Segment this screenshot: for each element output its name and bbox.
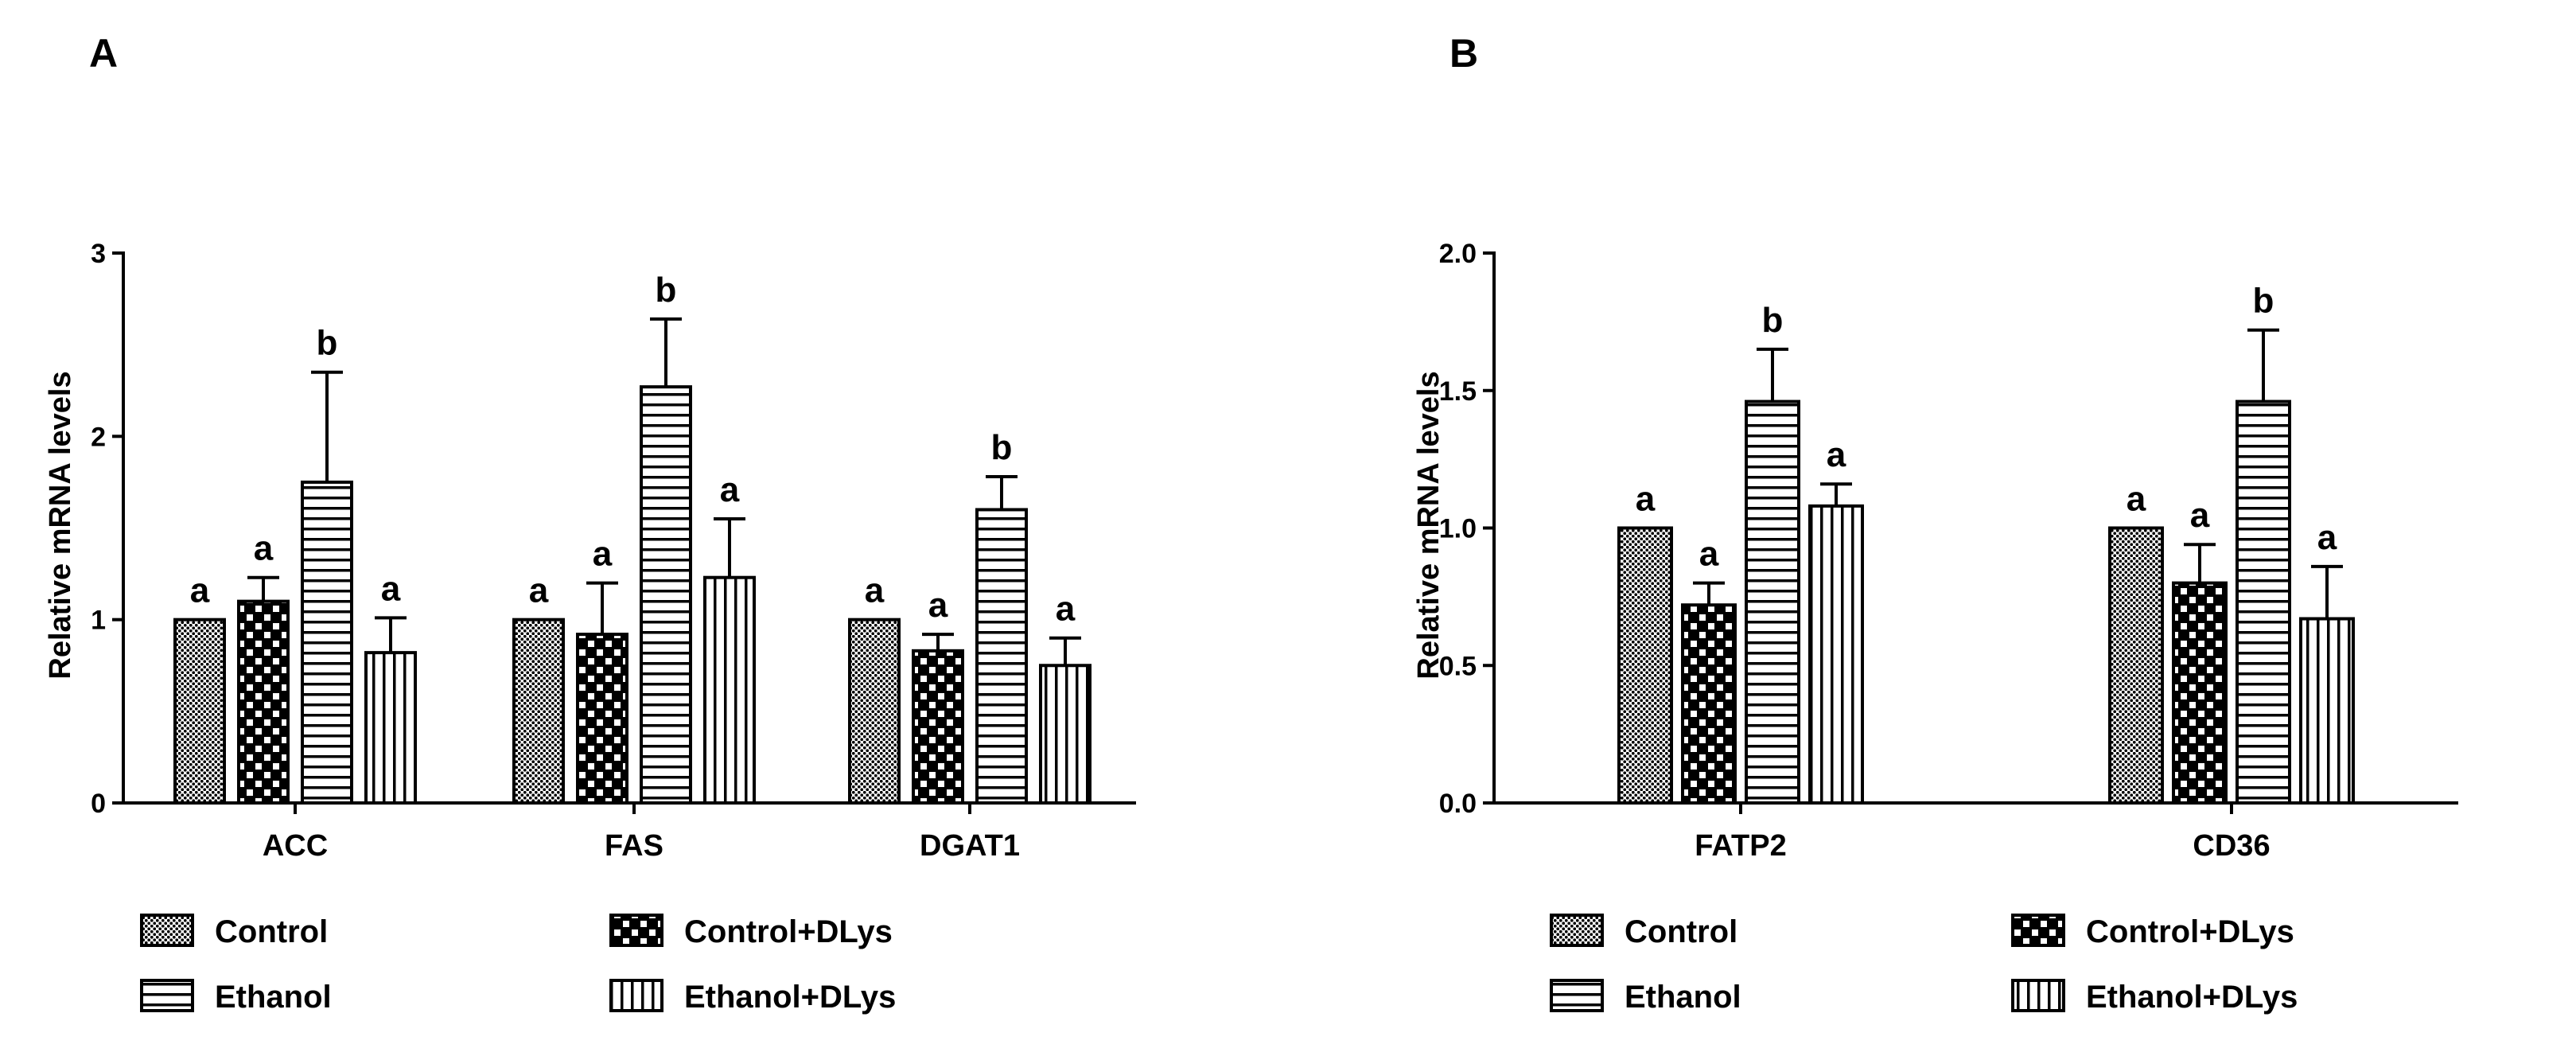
panel-a-legend-swatch — [140, 979, 194, 1012]
panel-a: A Relative mRNA levels 0 1 2 3 ACC FAS DGAT1 a… — [44, 31, 1136, 1015]
panel-b-bars: a a b a a a b a — [1617, 282, 2355, 805]
panel-a-legend-label: Ethanol — [215, 980, 332, 1015]
panel-a-significance-label: b — [656, 271, 677, 310]
panel-a-y-axis-title: Relative mRNA levels — [44, 371, 77, 679]
panel-a-legend-item-control-plus-dlys: Control+DLys — [609, 914, 893, 949]
panel-a-y-tick-label: 3 — [91, 239, 106, 269]
panel-a-bar-acc-control-plus-dlys — [237, 599, 290, 805]
panel-b-bar-cd36-ethanol — [2236, 399, 2291, 805]
panel-a-y-tick-label: 1 — [91, 606, 106, 636]
panel-b-category-label: CD36 — [2193, 829, 2270, 863]
panel-b-legend-swatch — [2011, 914, 2065, 947]
panel-a-legend-label: Control — [215, 914, 328, 949]
panel-b-y-tick-label: 0.5 — [1439, 651, 1477, 681]
panel-b-bar-fatp2-ethanol-plus-dlys — [1808, 504, 1864, 805]
panel-a-bar-acc-control — [173, 618, 226, 805]
panel-b-legend-item-ethanol: Ethanol — [1550, 979, 1741, 1015]
panel-b-bar-fatp2-control-plus-dlys — [1681, 603, 1737, 805]
panel-a-legend: Control Control+DLys Ethanol Ethanol+DLys — [140, 914, 896, 1015]
panel-b-legend-swatch — [1550, 979, 1604, 1012]
panel-a-significance-label: a — [720, 470, 740, 509]
panel-b-legend-swatch — [1550, 914, 1604, 947]
panel-b-legend-label: Ethanol — [1625, 980, 1741, 1015]
panel-b-bar-cd36-control — [2108, 526, 2164, 805]
panel-a-legend-label: Control+DLys — [684, 914, 893, 949]
panel-b-y-tick-label: 0.0 — [1439, 789, 1477, 819]
panel-a-legend-swatch — [609, 979, 663, 1012]
panel-a-bar-fas-ethanol-plus-dlys — [703, 575, 756, 805]
panel-b-significance-label: a — [2127, 480, 2146, 519]
panel-b-bar-cd36-control-plus-dlys — [2172, 581, 2228, 805]
panel-b-legend-label: Control — [1625, 914, 1737, 949]
panel-a-significance-label: a — [254, 529, 274, 568]
panel-b-legend-item-ethanol-plus-dlys: Ethanol+DLys — [2011, 979, 2298, 1015]
panel-a-bar-dgat1-ethanol-plus-dlys — [1039, 664, 1091, 805]
panel-a-significance-label: a — [928, 586, 948, 625]
panel-a-bar-acc-ethanol — [301, 480, 353, 805]
panel-a-significance-label: a — [593, 535, 613, 574]
panel-a-significance-label: b — [317, 324, 338, 363]
panel-a-y-tick-label: 0 — [91, 789, 106, 819]
panel-b-significance-label: a — [1827, 435, 1846, 474]
panel-b-significance-label: a — [2317, 518, 2337, 557]
panel-b-legend: Control Control+DLys Ethanol Ethanol+DLys — [1550, 914, 2298, 1015]
panel-b-legend-swatch — [2011, 979, 2065, 1012]
panel-b-y-tick-label: 1.0 — [1439, 514, 1477, 544]
panel-b-bar-cd36-ethanol-plus-dlys — [2299, 617, 2355, 805]
panel-b-category-label: FATP2 — [1695, 829, 1786, 863]
panel-a-significance-label: a — [190, 571, 210, 610]
panel-a-category-label: ACC — [263, 829, 328, 863]
panel-a-bar-fas-ethanol — [640, 385, 692, 805]
panel-b-legend-label: Ethanol+DLys — [2086, 980, 2298, 1015]
panel-b-significance-label: a — [1699, 535, 1719, 574]
panel-a-bar-fas-control — [512, 618, 565, 805]
panel-a-category-label: FAS — [605, 829, 663, 863]
panel-a-significance-label: a — [865, 571, 885, 610]
panel-a-legend-item-ethanol: Ethanol — [140, 979, 332, 1015]
panel-b-y-tick-label: 1.5 — [1439, 376, 1477, 407]
panel-b: B Relative mRNA levels 0.0 0.5 1.0 1.5 2.0 FA… — [1412, 31, 2458, 1015]
panel-a-bar-acc-ethanol-plus-dlys — [364, 651, 417, 805]
panel-b-bar-fatp2-ethanol — [1745, 399, 1800, 805]
panel-a-label: A — [89, 31, 118, 76]
panel-a-bar-dgat1-ethanol — [975, 508, 1028, 805]
panel-b-significance-label: b — [2253, 282, 2274, 321]
panel-a-bars: a a b a a a b a a a b a — [173, 271, 1091, 805]
panel-a-legend-swatch — [609, 914, 663, 947]
panel-a-significance-label: a — [1056, 590, 1076, 629]
panel-b-y-tick-label: 2.0 — [1439, 239, 1477, 269]
panel-b-significance-label: a — [1636, 480, 1656, 519]
panel-a-axes: 0 1 2 3 ACC FAS DGAT1 — [91, 239, 1136, 863]
panel-a-significance-label: b — [991, 428, 1013, 467]
panel-b-label: B — [1449, 31, 1478, 76]
panel-a-bar-dgat1-control-plus-dlys — [912, 649, 964, 805]
panel-a-bar-fas-control-plus-dlys — [576, 633, 628, 805]
panel-b-y-axis-title: Relative mRNA levels — [1412, 371, 1446, 679]
panel-a-legend-label: Ethanol+DLys — [684, 980, 896, 1015]
panel-a-legend-swatch — [140, 914, 194, 947]
panel-a-y-tick-label: 2 — [91, 422, 106, 452]
panel-b-legend-item-control: Control — [1550, 914, 1737, 949]
panel-b-significance-label: a — [2190, 496, 2210, 535]
panel-a-significance-label: a — [381, 569, 401, 608]
panel-b-bar-fatp2-control — [1617, 526, 1673, 805]
panel-a-category-label: DGAT1 — [920, 829, 1020, 863]
panel-b-significance-label: b — [1762, 301, 1784, 340]
panel-a-legend-item-control: Control — [140, 914, 328, 949]
panel-a-legend-item-ethanol-plus-dlys: Ethanol+DLys — [609, 979, 896, 1015]
panel-b-legend-label: Control+DLys — [2086, 914, 2294, 949]
panel-a-significance-label: a — [529, 571, 549, 610]
panel-b-legend-item-control-plus-dlys: Control+DLys — [2011, 914, 2294, 949]
panel-a-bar-dgat1-control — [848, 618, 901, 805]
